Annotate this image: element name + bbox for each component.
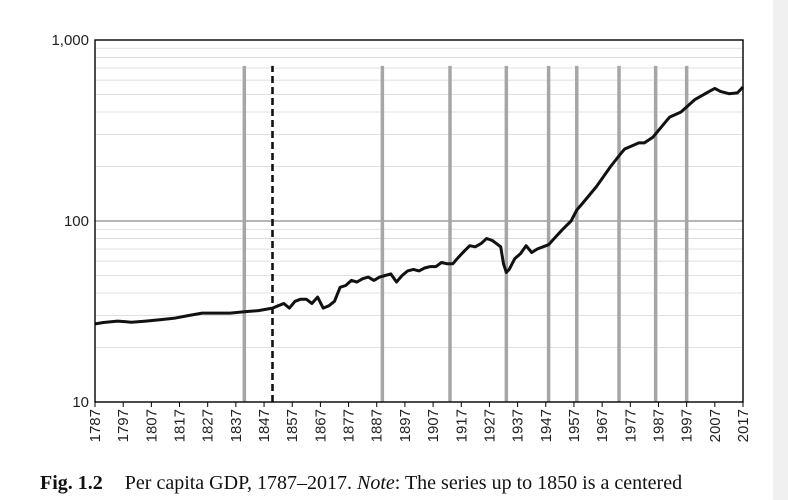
x-tick-label: 1987 <box>650 409 667 442</box>
x-tick-label: 1837 <box>228 409 245 442</box>
x-tick-label: 1857 <box>284 409 301 442</box>
x-tick-label: 1847 <box>256 409 273 442</box>
y-axis-ticks: 10 100 1,000 <box>51 32 89 411</box>
x-tick-label: 2007 <box>707 409 724 442</box>
x-tick-label: 1947 <box>538 409 555 442</box>
x-axis-ticks: 1787 1797 1807 1817 1827 1837 1847 1857 1867 1877… <box>87 402 752 442</box>
x-tick-label: 1797 <box>115 409 132 442</box>
figure-caption: Fig. 1.2 Per capita GDP, 1787–2017. Note:… <box>40 472 780 495</box>
x-tick-label: 1817 <box>172 409 189 442</box>
x-tick-label: 1827 <box>200 409 217 442</box>
x-tick-label: 1977 <box>622 409 639 442</box>
scrollbar[interactable] <box>773 0 788 500</box>
caption-text: Per capita GDP, 1787–2017. <box>124 472 357 494</box>
gdp-series-line <box>94 85 745 326</box>
x-tick-label: 1807 <box>143 409 160 442</box>
x-tick-label: 1967 <box>594 409 611 442</box>
y-tick-label: 1,000 <box>51 32 89 49</box>
x-tick-label: 2017 <box>735 409 752 442</box>
x-tick-label: 1937 <box>510 409 527 442</box>
x-tick-label: 1877 <box>341 409 358 442</box>
vertical-markers <box>242 65 689 402</box>
x-tick-label: 1927 <box>481 409 498 442</box>
caption-note-label: Note <box>356 472 395 494</box>
x-tick-label: 1887 <box>369 409 386 442</box>
x-tick-label: 1907 <box>425 409 442 442</box>
x-tick-label: 1897 <box>397 409 414 442</box>
plot-frame <box>94 39 744 403</box>
x-tick-label: 1917 <box>453 409 470 442</box>
series-layer <box>94 85 745 326</box>
caption-note-text: : The series up to 1850 is a centered <box>394 472 683 494</box>
x-tick-label: 1997 <box>679 409 696 442</box>
x-tick-label: 1787 <box>87 409 104 442</box>
gridlines <box>95 47 743 348</box>
figure-label: Fig. 1.2 <box>40 472 103 494</box>
y-tick-label: 100 <box>64 213 89 230</box>
y-tick-label: 10 <box>72 394 89 411</box>
x-tick-label: 1957 <box>566 409 583 442</box>
x-tick-label: 1867 <box>312 409 329 442</box>
